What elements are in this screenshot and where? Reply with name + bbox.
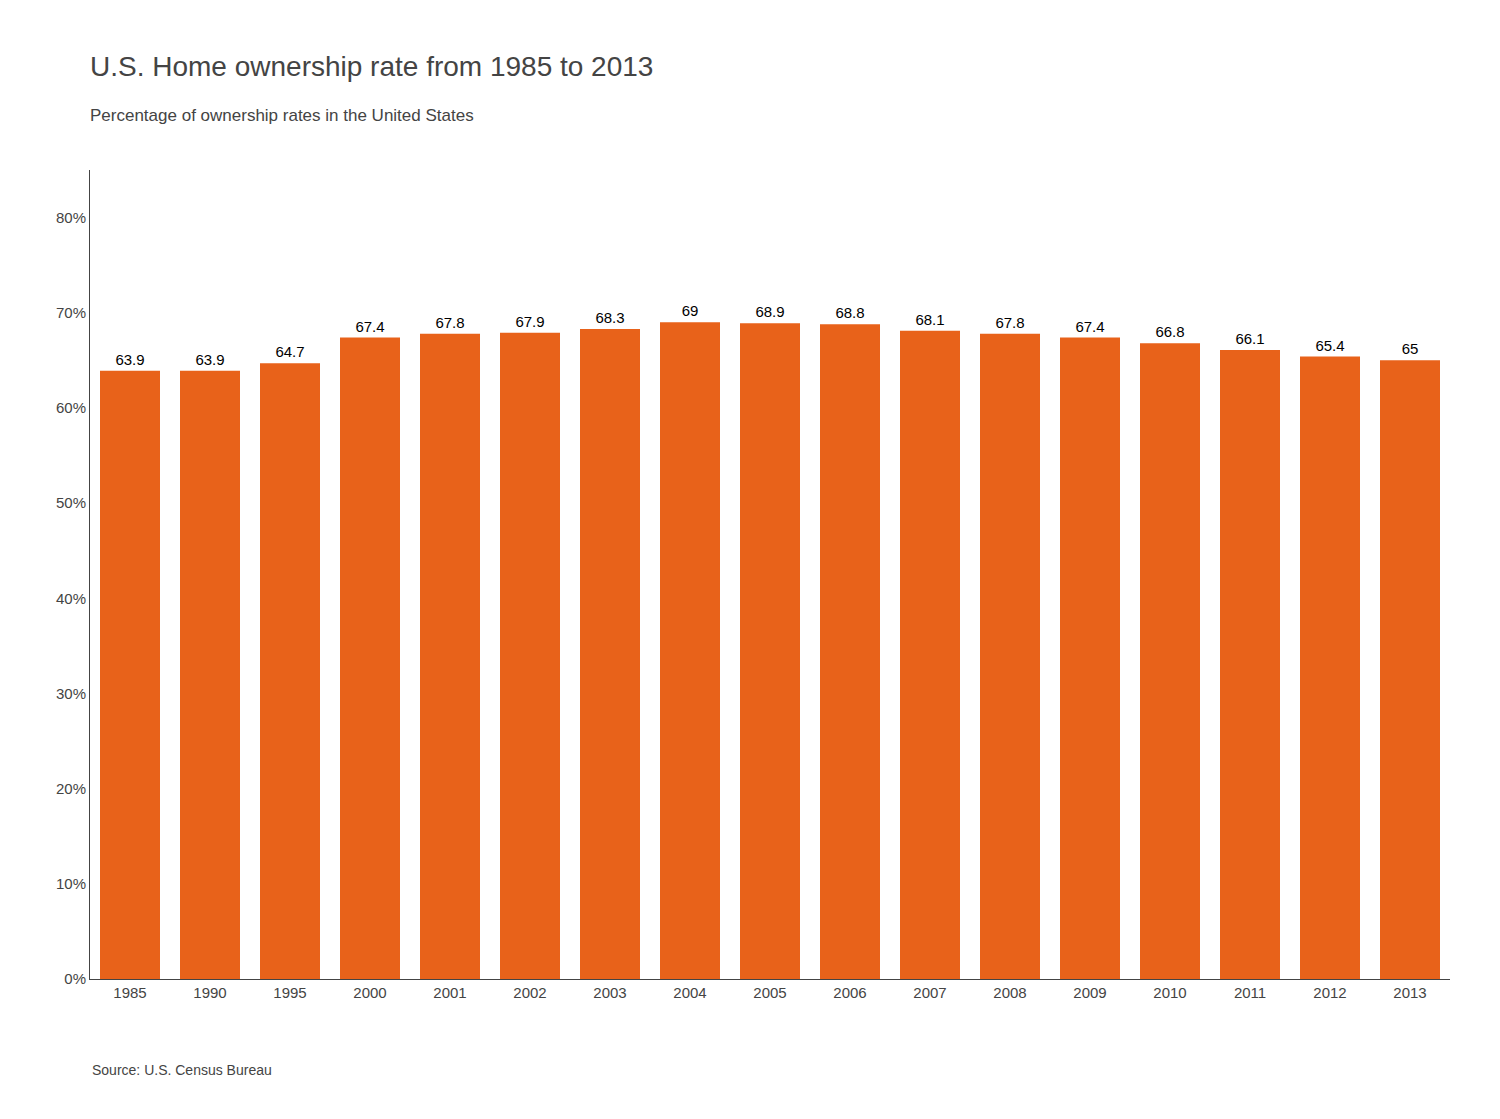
svg-text:1995: 1995 [273,984,306,1001]
svg-text:67.9: 67.9 [515,313,544,330]
svg-text:68.8: 68.8 [835,304,864,321]
svg-text:10%: 10% [56,875,86,892]
svg-text:2012: 2012 [1313,984,1346,1001]
svg-text:67.4: 67.4 [355,318,384,335]
svg-text:63.9: 63.9 [195,351,224,368]
svg-text:50%: 50% [56,494,86,511]
svg-text:67.8: 67.8 [435,314,464,331]
svg-text:Source: U.S. Census Bureau: Source: U.S. Census Bureau [92,1062,272,1078]
svg-text:66.8: 66.8 [1155,323,1184,340]
svg-text:2007: 2007 [913,984,946,1001]
svg-text:2003: 2003 [593,984,626,1001]
svg-text:40%: 40% [56,590,86,607]
svg-text:2009: 2009 [1073,984,1106,1001]
svg-text:30%: 30% [56,685,86,702]
svg-text:U.S. Home ownership rate from: U.S. Home ownership rate from 1985 to 20… [90,51,653,82]
svg-text:1985: 1985 [113,984,146,1001]
svg-text:66.1: 66.1 [1235,330,1264,347]
svg-text:Percentage of ownership rates: Percentage of ownership rates in the Uni… [90,106,474,125]
svg-text:65.4: 65.4 [1315,337,1344,354]
svg-text:67.8: 67.8 [995,314,1024,331]
svg-text:65: 65 [1402,340,1419,357]
svg-text:69: 69 [682,302,699,319]
svg-text:2005: 2005 [753,984,786,1001]
svg-text:2001: 2001 [433,984,466,1001]
svg-text:67.4: 67.4 [1075,318,1104,335]
svg-text:2006: 2006 [833,984,866,1001]
svg-text:20%: 20% [56,780,86,797]
svg-text:2000: 2000 [353,984,386,1001]
svg-text:70%: 70% [56,304,86,321]
svg-text:2013: 2013 [1393,984,1426,1001]
svg-text:2008: 2008 [993,984,1026,1001]
svg-text:63.9: 63.9 [115,351,144,368]
svg-text:64.7: 64.7 [275,343,304,360]
svg-text:80%: 80% [56,209,86,226]
svg-text:0%: 0% [64,970,86,987]
svg-text:2004: 2004 [673,984,706,1001]
svg-text:2011: 2011 [1234,984,1266,1001]
svg-text:1990: 1990 [193,984,226,1001]
svg-text:68.3: 68.3 [595,309,624,326]
svg-text:68.9: 68.9 [755,303,784,320]
svg-text:68.1: 68.1 [915,311,944,328]
svg-text:2010: 2010 [1153,984,1186,1001]
svg-text:60%: 60% [56,399,86,416]
svg-text:2002: 2002 [513,984,546,1001]
